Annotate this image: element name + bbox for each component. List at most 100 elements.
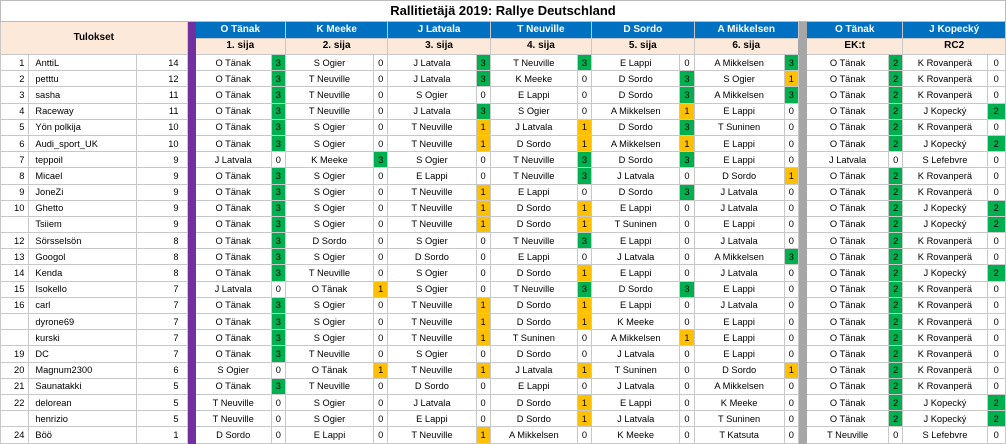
score-cell: 1 — [373, 280, 389, 298]
pick-cell: O Tänak — [806, 53, 890, 72]
pick-cell: D Sordo — [489, 345, 578, 363]
pick-cell: K Rovanperä — [902, 70, 988, 88]
pick-cell: J Latvala — [693, 183, 785, 201]
pick-cell: E Lappi — [387, 410, 477, 428]
purple-separator — [186, 86, 196, 104]
score-cell: 0 — [576, 86, 593, 104]
score-cell: 0 — [679, 426, 695, 444]
score-cell: 3 — [373, 151, 389, 169]
pick-cell: J Latvala — [194, 280, 272, 298]
purple-separator — [186, 167, 196, 185]
pick-cell: S Ogier — [284, 199, 375, 217]
score-cell: 0 — [373, 102, 389, 120]
pick-cell: J Kopecký — [902, 410, 988, 428]
rank-cell: 13 — [0, 248, 30, 266]
score-cell: 0 — [783, 118, 799, 136]
score-cell: 2 — [888, 410, 904, 428]
pick-cell: D Sordo — [591, 70, 681, 88]
player-name: Sörsselsön — [28, 232, 137, 250]
score-cell: 0 — [986, 70, 1006, 88]
table-row: 21 Saunatakki 5 O Tänak 3 T Neuville 0 D Sordo 0… — [0, 377, 1006, 395]
total-points: 11 — [135, 102, 188, 120]
score-cell: 1 — [576, 134, 593, 153]
pick-cell: K Rovanperä — [902, 167, 988, 185]
score-cell: 1 — [576, 215, 593, 234]
column-driver-header: J Kopecký — [902, 21, 1006, 39]
table-row: 15 Isokello 7 J Latvala 0 O Tänak 1 S Ogier 0 T N… — [0, 280, 1006, 298]
score-cell: 3 — [270, 70, 286, 88]
pick-cell: O Tänak — [806, 280, 890, 298]
pick-cell: K Rovanperä — [902, 183, 988, 201]
pick-cell: S Ogier — [489, 102, 578, 120]
table-row: 5 Yön polkija 10 O Tänak 3 S Ogier 0 T Neuville… — [0, 118, 1006, 136]
score-cell: 3 — [270, 102, 286, 120]
player-name: Kenda — [28, 264, 137, 282]
pick-cell: O Tänak — [806, 102, 890, 120]
sheet-title: Rallitietäjä 2019: Rallye Deutschland — [0, 0, 1006, 22]
table-row: 1 AnttiL 14 O Tänak 3 S Ogier 0 J Latvala 3 T Neu… — [0, 53, 1006, 72]
pick-cell: T Neuville — [489, 151, 578, 169]
score-cell: 3 — [679, 118, 695, 136]
pick-cell: E Lappi — [693, 151, 785, 169]
score-cell: 0 — [373, 329, 389, 347]
table-row: Tsiiem 9 O Tänak 3 S Ogier 0 T Neuville 1 D Sord… — [0, 215, 1006, 234]
pick-cell: A Mikkelsen — [693, 377, 785, 395]
gray-separator — [797, 410, 808, 428]
pick-cell: E Lappi — [591, 232, 681, 250]
score-cell: 2 — [888, 312, 904, 331]
pick-cell: J Kopecký — [902, 134, 988, 153]
pick-cell: D Sordo — [591, 118, 681, 136]
total-points: 9 — [135, 215, 188, 234]
total-points: 10 — [135, 118, 188, 136]
gray-separator — [797, 70, 808, 88]
pick-cell: T Neuville — [387, 134, 477, 153]
column-label-header: 2. sija — [284, 37, 389, 55]
score-cell: 3 — [270, 312, 286, 331]
pick-cell: A Mikkelsen — [591, 329, 681, 347]
purple-separator — [186, 70, 196, 88]
score-cell: 2 — [986, 199, 1006, 217]
pick-cell: J Latvala — [693, 199, 785, 217]
pick-cell: E Lappi — [693, 215, 785, 234]
rank-cell: 6 — [0, 134, 30, 153]
gray-separator — [797, 361, 808, 379]
pick-cell: S Lefebvre — [902, 151, 988, 169]
score-cell: 0 — [783, 280, 799, 298]
pick-cell: S Ogier — [284, 183, 375, 201]
score-cell: 0 — [783, 426, 799, 444]
pick-cell: J Latvala — [591, 345, 681, 363]
pick-cell: D Sordo — [489, 410, 578, 428]
pick-cell: A Mikkelsen — [591, 134, 681, 153]
pick-cell: T Suninen — [489, 329, 578, 347]
score-cell: 0 — [373, 118, 389, 136]
pick-cell: E Lappi — [693, 102, 785, 120]
pick-cell: S Ogier — [387, 86, 477, 104]
score-cell: 0 — [373, 53, 389, 72]
score-cell: 1 — [783, 361, 799, 379]
score-cell: 0 — [373, 296, 389, 315]
player-name: Googol — [28, 248, 137, 266]
score-cell: 0 — [783, 232, 799, 250]
score-cell: 3 — [270, 377, 286, 395]
score-cell: 0 — [986, 377, 1006, 395]
pick-cell: D Sordo — [591, 86, 681, 104]
pick-cell: D Sordo — [693, 167, 785, 185]
pick-cell: K Meeke — [591, 312, 681, 331]
column-label-header: 3. sija — [387, 37, 491, 55]
pick-cell: D Sordo — [194, 426, 272, 444]
pick-cell: J Latvala — [591, 410, 681, 428]
player-name: dyrone69 — [28, 312, 137, 331]
pick-cell: T Neuville — [387, 215, 477, 234]
pick-cell: T Suninen — [591, 215, 681, 234]
pick-cell: K Meeke — [591, 426, 681, 444]
pick-cell: O Tänak — [806, 215, 890, 234]
score-cell: 0 — [270, 426, 286, 444]
pick-cell: O Tänak — [806, 361, 890, 379]
pick-cell: T Neuville — [387, 312, 477, 331]
pick-cell: T Neuville — [194, 393, 272, 412]
score-cell: 3 — [783, 86, 799, 104]
score-cell: 1 — [475, 426, 491, 444]
table-row: 7 teppoil 9 J Latvala 0 K Meeke 3 S Ogier 0 T Neu… — [0, 151, 1006, 169]
pick-cell: T Neuville — [284, 86, 375, 104]
purple-separator — [186, 426, 196, 444]
